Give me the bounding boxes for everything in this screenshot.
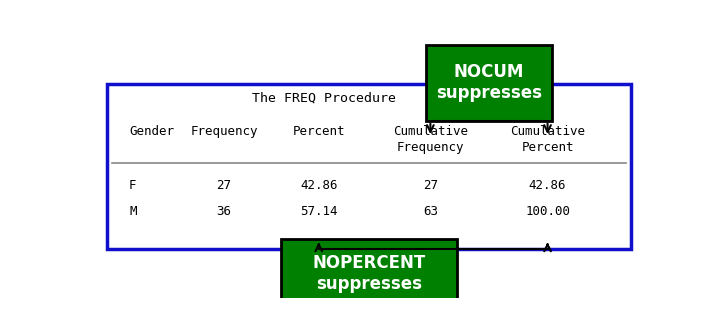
Text: Cumulative: Cumulative	[393, 125, 468, 138]
Text: 27: 27	[217, 180, 231, 192]
Text: M: M	[129, 205, 137, 218]
Text: 36: 36	[217, 205, 231, 218]
Text: 57.14: 57.14	[300, 205, 338, 218]
Text: Cumulative: Cumulative	[510, 125, 585, 138]
Text: 42.86: 42.86	[300, 180, 338, 192]
Text: 100.00: 100.00	[525, 205, 570, 218]
Text: NOCUM
suppresses: NOCUM suppresses	[436, 63, 542, 102]
FancyBboxPatch shape	[426, 45, 552, 121]
Text: The FREQ Procedure: The FREQ Procedure	[253, 92, 396, 105]
Text: 63: 63	[423, 205, 438, 218]
Text: 42.86: 42.86	[528, 180, 567, 192]
Text: NOPERCENT
suppresses: NOPERCENT suppresses	[312, 254, 426, 293]
Text: Percent: Percent	[521, 141, 574, 154]
Text: Gender: Gender	[129, 125, 174, 138]
Text: F: F	[129, 180, 137, 192]
Text: Frequency: Frequency	[190, 125, 258, 138]
Text: Percent: Percent	[292, 125, 345, 138]
FancyBboxPatch shape	[281, 240, 457, 308]
FancyBboxPatch shape	[107, 84, 631, 249]
Text: Frequency: Frequency	[397, 141, 464, 154]
Text: 27: 27	[423, 180, 438, 192]
